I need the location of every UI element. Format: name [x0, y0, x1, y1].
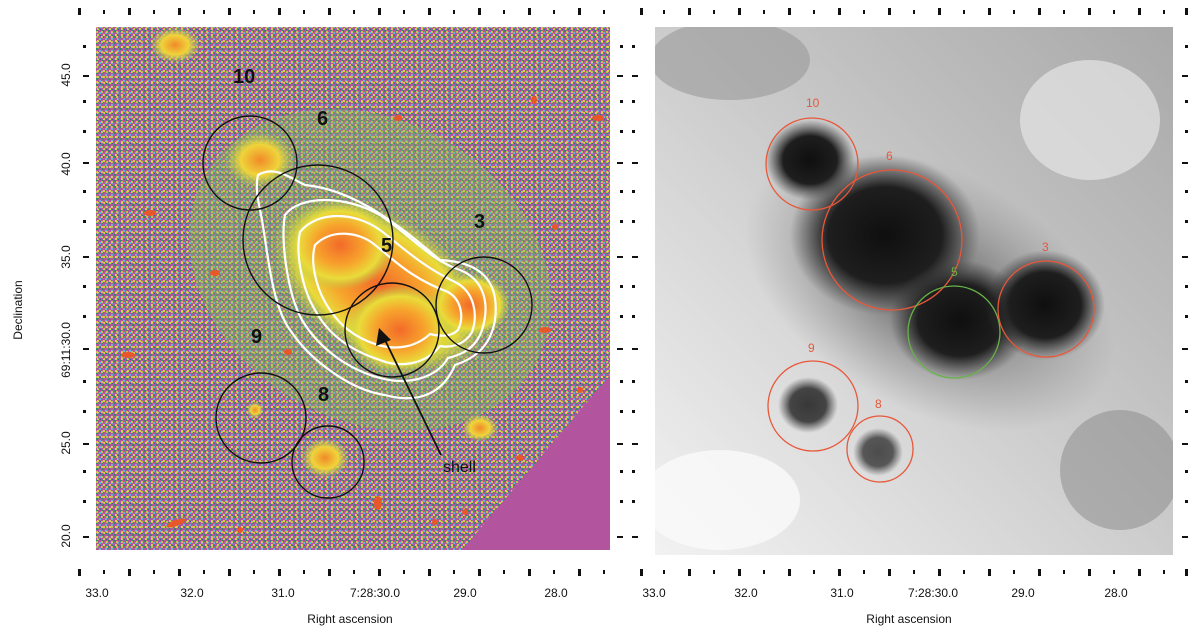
right-x-tick: 29.0: [1011, 586, 1035, 600]
right-x-tick: 31.0: [830, 586, 854, 600]
region-circle-8: [291, 425, 365, 499]
region-circle-3: [435, 256, 533, 354]
right-label-5: 5: [951, 265, 958, 279]
left-y-tick-labels: 45.0 40.0 35.0 69:11:30.0 25.0 20.0: [59, 63, 73, 548]
left-x-tick: 28.0: [544, 586, 568, 600]
left-label-9: 9: [251, 326, 262, 348]
region-circle-9: [215, 372, 307, 464]
left-x-tick: 31.0: [271, 586, 295, 600]
right-x-axis-title: Right ascension: [866, 612, 951, 626]
right-label-3: 3: [1042, 240, 1049, 254]
right-label-6: 6: [886, 149, 893, 163]
left-region-circles: [202, 115, 533, 499]
right-region-labels: 10 6 3 5 9 8: [806, 96, 1049, 411]
left-y-tick: 69:11:30.0: [59, 322, 73, 378]
left-y-tick: 40.0: [59, 152, 73, 176]
right-x-tick: 28.0: [1104, 586, 1128, 600]
left-x-tick: 29.0: [453, 586, 477, 600]
region-circle-10: [765, 117, 859, 211]
right-label-10: 10: [806, 96, 820, 110]
region-circle-5: [344, 282, 440, 378]
right-x-tick: 32.0: [734, 586, 758, 600]
right-label-8: 8: [875, 397, 882, 411]
region-circle-3: [997, 260, 1095, 358]
left-y-tick: 35.0: [59, 245, 73, 269]
shell-arrow: [376, 328, 442, 456]
point-sources: [121, 96, 604, 533]
left-x-tick-labels: 33.0 32.0 31.0 7:28:30.0 29.0 28.0: [85, 586, 568, 600]
left-y-tick: 20.0: [59, 524, 73, 548]
right-image-panel: [655, 27, 1173, 555]
shell-annotation: shell: [443, 459, 476, 476]
contours: [255, 170, 497, 400]
left-x-tick: 32.0: [180, 586, 204, 600]
region-circle-9: [767, 360, 859, 452]
left-region-labels: 10 6 3 5 9 8 shell: [233, 66, 485, 476]
left-label-8: 8: [318, 384, 329, 406]
right-x-tick: 33.0: [642, 586, 666, 600]
right-frame-ticks: [632, 8, 1188, 576]
left-label-6: 6: [317, 108, 328, 130]
left-x-axis-title: Right ascension: [307, 612, 392, 626]
left-y-tick: 45.0: [59, 63, 73, 87]
region-circle-10: [202, 115, 298, 211]
right-label-9: 9: [808, 341, 815, 355]
region-circle-8: [846, 415, 914, 483]
region-circle-6: [821, 169, 963, 311]
left-x-tick: 7:28:30.0: [350, 586, 400, 600]
right-x-tick: 7:28:30.0: [908, 586, 958, 600]
left-label-10: 10: [233, 66, 255, 88]
right-x-tick-labels: 33.0 32.0 31.0 7:28:30.0 29.0 28.0: [642, 586, 1128, 600]
region-circle-6: [242, 164, 394, 316]
left-x-tick: 33.0: [85, 586, 109, 600]
left-frame-ticks: [78, 8, 623, 576]
left-y-tick: 25.0: [59, 431, 73, 455]
left-y-axis-title: Declination: [11, 280, 25, 339]
left-image-panel: [96, 27, 610, 550]
region-circle-5: [907, 285, 1001, 379]
left-label-3: 3: [474, 211, 485, 233]
right-region-circles: [765, 117, 1095, 483]
left-label-5: 5: [381, 235, 392, 257]
